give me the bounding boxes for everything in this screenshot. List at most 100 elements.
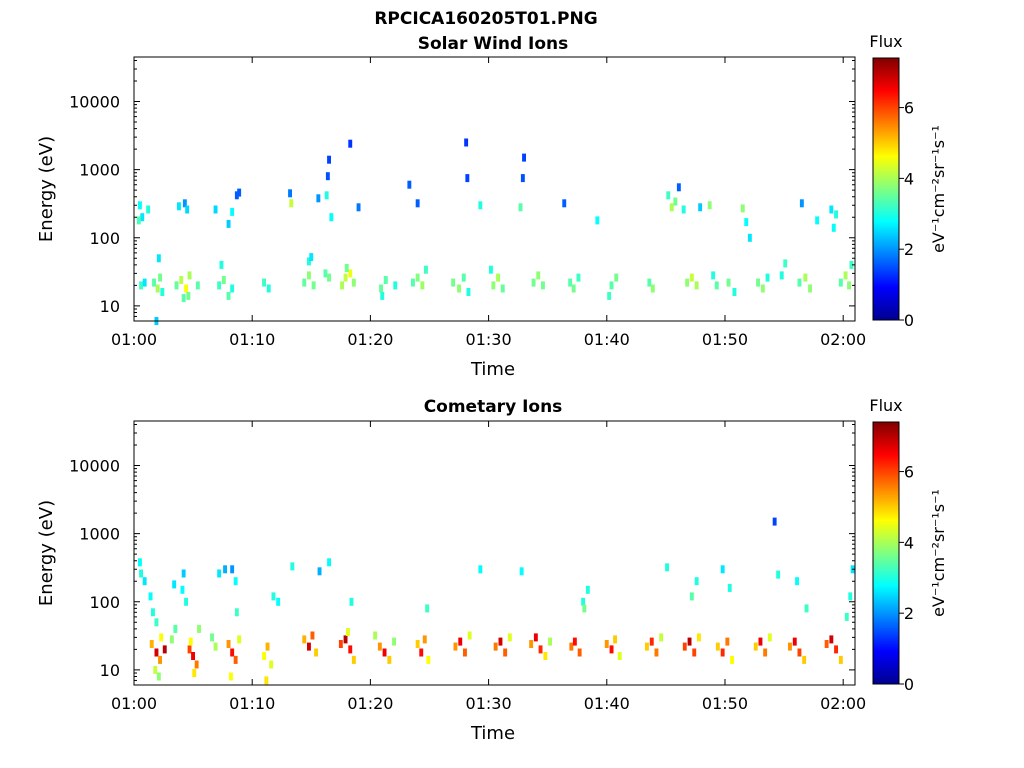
solar-wind-heatmap-cell (714, 281, 719, 290)
solar-wind-heatmap-cell (518, 203, 523, 212)
solar-wind-heatmap-cell (221, 276, 226, 284)
solar-wind-heatmap-cell (457, 284, 461, 293)
solar-wind-y-tick-label: 10 (100, 297, 120, 316)
cometary-heatmap-cell (697, 633, 701, 642)
cometary-heatmap-cell (569, 642, 574, 651)
solar-wind-title: Solar Wind Ions (418, 34, 569, 54)
cometary-heatmap-cell (425, 604, 430, 613)
cometary-heatmap-cell (419, 648, 424, 657)
cometary-heatmap-cell (538, 645, 543, 654)
solar-wind-heatmap-cell (344, 264, 349, 272)
solar-wind-heatmap-cell (348, 269, 353, 278)
solar-wind-heatmap-cell (650, 284, 655, 293)
solar-wind-heatmap-cell (142, 278, 147, 287)
cometary-heatmap-cell (665, 563, 669, 572)
solar-wind-x-ticks: 01:00 01:10 01:20 01:30 01:40 01:50 02:00 (111, 57, 866, 349)
cometary-heatmap-cell (758, 637, 763, 646)
solar-wind-heatmap-cell (136, 216, 141, 225)
cometary-heatmap-cell (725, 637, 730, 646)
solar-wind-heatmap-cell (237, 188, 242, 197)
cometary-heatmap-cell (654, 648, 659, 657)
solar-wind-heatmap-cell (230, 207, 235, 216)
solar-wind-heatmap-cell (177, 202, 181, 211)
solar-wind-heatmap-cell (383, 276, 388, 284)
solar-wind-x-tick-label: 02:00 (820, 330, 866, 349)
cometary-heatmap-cell (237, 635, 242, 644)
solar-wind-heatmap-cell (324, 191, 329, 200)
cometary-heatmap-cell (346, 628, 350, 636)
cometary-heatmap-cell (453, 642, 458, 651)
cometary-heatmap-cell (772, 517, 777, 526)
cometary-y-tick-label: 1000 (79, 525, 120, 544)
cometary-plot-frame (133, 420, 856, 686)
cometary-x-tick-label: 02:00 (820, 694, 866, 713)
solar-wind-heatmap-cell (407, 180, 412, 189)
solar-wind-heatmap-cell (217, 281, 222, 290)
cometary-colorbar-ticks: 0 2 4 6 (899, 463, 914, 694)
cometary-colorbar-tick-label: 0 (904, 675, 914, 694)
solar-wind-heatmap-cell (226, 219, 231, 228)
solar-wind-heatmap-cell (230, 284, 235, 293)
cometary-heatmap-cell (154, 618, 159, 627)
solar-wind-heatmap-cell (187, 271, 192, 280)
solar-wind-heatmap-cell (393, 281, 398, 290)
solar-wind-colorbar (872, 57, 900, 321)
solar-wind-x-tick-label: 01:30 (466, 330, 512, 349)
cometary-heatmap-cell (351, 655, 356, 664)
cometary-heatmap-cell (792, 637, 797, 646)
cometary-heatmap-cell (234, 608, 239, 617)
solar-wind-heatmap-cell (478, 201, 483, 210)
solar-wind-heatmap-cell (327, 155, 331, 164)
solar-wind-heatmap-cell (139, 281, 143, 290)
cometary-heatmap-cell (392, 637, 396, 646)
solar-wind-heatmap-cell (156, 254, 161, 263)
cometary-heatmap-cell (727, 583, 732, 592)
cometary-colorbar-tick-label: 4 (904, 533, 914, 552)
solar-wind-colorbar-tick-label: 2 (904, 240, 914, 259)
solar-wind-x-tick-label: 01:10 (229, 330, 275, 349)
cometary-heatmap-cell (577, 648, 582, 657)
solar-wind-heatmap-cell (424, 265, 428, 274)
cometary-heatmap-cell (217, 569, 222, 578)
solar-wind-heatmap-cell (676, 183, 681, 192)
cometary-heatmap-cell (373, 631, 378, 640)
cometary-y-tick-label: 10 (100, 661, 120, 680)
solar-wind-heatmap-cell (307, 257, 311, 266)
cometary-heatmap-cell (844, 612, 849, 621)
cometary-heatmap-cell (387, 655, 392, 664)
solar-wind-colorbar-tick-label: 4 (904, 169, 914, 188)
cometary-heatmap-cell (834, 645, 838, 654)
cometary-heatmap-cell (338, 640, 343, 648)
cometary-heatmap-cell (829, 635, 834, 644)
cometary-heatmap-cell (519, 567, 524, 576)
solar-wind-heatmap-cell (843, 271, 848, 280)
solar-wind-heatmap-cell (327, 273, 331, 282)
solar-wind-heatmap-cell (152, 278, 156, 287)
cometary-heatmap-cell (795, 577, 799, 586)
cometary-heatmap-cell (192, 669, 197, 677)
solar-wind-colorbar-tick-label: 0 (904, 311, 914, 330)
cometary-heatmap-cell (180, 585, 185, 594)
solar-wind-heatmap-cell (451, 278, 456, 287)
solar-wind-heatmap-cell (379, 284, 383, 293)
figure-title: RPCICA160205T01.PNG (374, 9, 597, 29)
solar-wind-heatmap-cell (186, 291, 191, 300)
solar-wind-heatmap-cell (351, 278, 356, 287)
cometary-heatmap-cell (604, 640, 609, 648)
solar-wind-heatmap-cell (311, 281, 316, 290)
cometary-x-label: Time (470, 723, 515, 744)
cometary-heatmap-cell (694, 577, 699, 586)
cometary-colorbar-label: eV⁻¹cm⁻²sr⁻¹s⁻¹ (929, 489, 948, 617)
cometary-heatmap-cell (467, 631, 472, 640)
cometary-heatmap-cell (223, 565, 227, 574)
solar-wind-plot-frame (133, 56, 856, 322)
cometary-x-ticks: 01:00 01:10 01:20 01:30 01:40 01:50 02:00 (111, 421, 866, 713)
solar-wind-colorbar-title: Flux (869, 32, 902, 51)
solar-wind-heatmap-cell (711, 271, 716, 280)
solar-wind-heatmap-cell (531, 278, 536, 287)
cometary-heatmap-cell (609, 645, 614, 654)
cometary-heatmap-cell (382, 648, 387, 657)
solar-wind-y-tick-label: 100 (89, 229, 120, 248)
cometary-heatmap-cell (377, 642, 382, 651)
solar-wind-heatmap-cell (181, 294, 186, 303)
